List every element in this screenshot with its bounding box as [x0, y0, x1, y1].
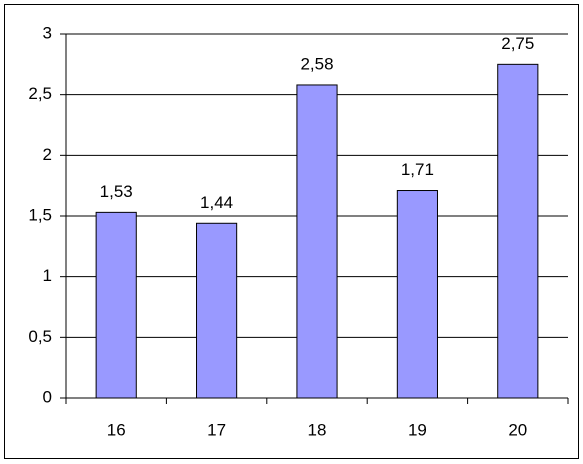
y-tick-label: 1	[43, 266, 52, 285]
x-tick-label: 18	[308, 420, 327, 439]
bar	[497, 63, 539, 399]
data-label: 2,58	[300, 54, 333, 73]
x-tick-label: 19	[408, 420, 427, 439]
x-tick-label: 20	[508, 420, 527, 439]
bar	[196, 222, 238, 399]
y-tick-label: 0,5	[28, 327, 52, 346]
data-label: 1,53	[100, 182, 133, 201]
y-tick-label: 3	[43, 23, 52, 42]
bar	[396, 190, 438, 399]
y-tick-label: 1,5	[28, 205, 52, 224]
data-label: 1,44	[200, 193, 233, 212]
x-tick-label: 16	[107, 420, 126, 439]
x-tick-label: 17	[207, 420, 226, 439]
data-label: 1,71	[401, 160, 434, 179]
chart-frame	[4, 4, 579, 459]
bar	[95, 211, 137, 399]
y-tick-label: 2	[43, 145, 52, 164]
y-tick-label: 0	[43, 387, 52, 406]
bar	[296, 84, 338, 399]
y-tick-label: 2,5	[28, 84, 52, 103]
data-label: 2,75	[501, 34, 534, 53]
